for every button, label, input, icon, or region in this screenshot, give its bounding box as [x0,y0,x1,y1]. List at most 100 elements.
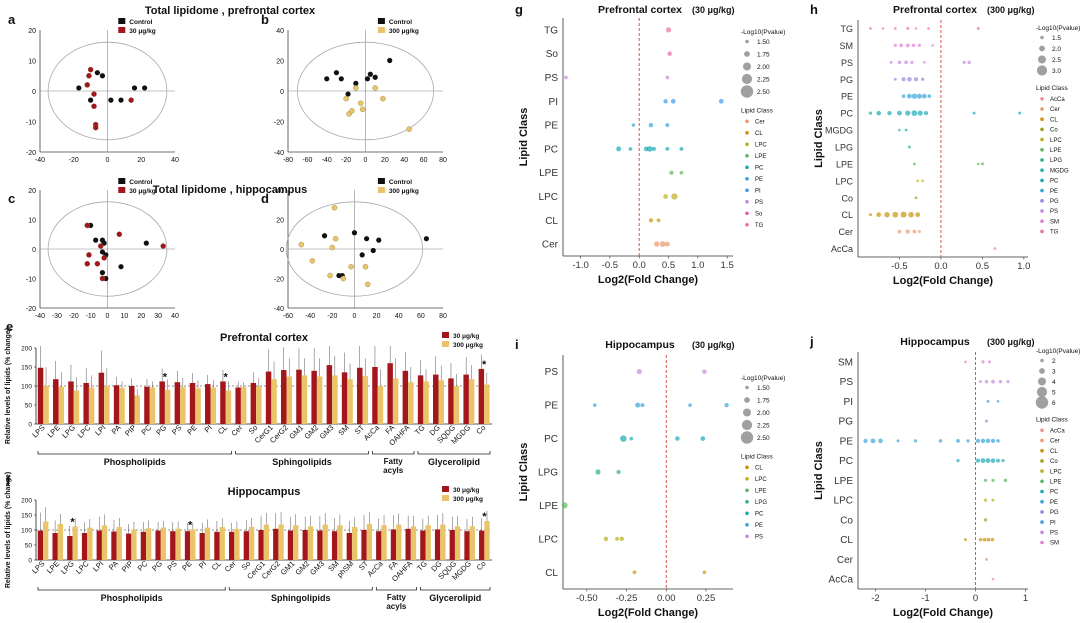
size-legend-label: 2.50 [757,435,770,442]
x-tick-label: -60 [283,313,293,320]
bar-30ugkg [220,381,226,424]
class-tick-label: CL [545,216,558,227]
bar-300ugkg [256,386,262,424]
bar-30ugkg [96,530,102,560]
bubble-point [921,77,925,81]
bubble-point [884,211,890,218]
y-tick-label: -40 [274,306,284,313]
panel-label-i: i [515,337,519,352]
class-legend-dot [745,188,749,193]
size-legend-label: 6 [1052,400,1056,407]
bar-30ugkg [463,374,469,424]
size-legend-label: 1.50 [757,385,770,392]
x-tick-label: 1.5 [721,260,734,271]
bubble-point [982,537,987,542]
bar-30ugkg [387,363,393,424]
bubble-point [964,538,967,542]
pca-point-control [367,71,373,77]
x-tick-label: 0 [106,157,110,164]
y-axis-label: Lipid Class [813,109,825,168]
x-tick-label: 0.0 [633,260,646,271]
size-legend-label: 2.5 [1052,57,1061,64]
bar-30ugkg [205,384,211,424]
y-tick-label: -20 [274,277,284,284]
size-legend-circle [1036,386,1048,398]
bar-300ugkg [116,527,122,560]
bar-300ugkg [366,524,372,560]
x-tick-label: 60 [417,313,425,320]
pca-point-control [338,76,344,82]
bubble-point [620,435,627,442]
bubble-point [993,247,997,250]
legend-swatch [377,27,385,33]
bubble-point [912,229,917,234]
class-tick-label: CL [841,210,853,220]
class-legend-label: SM [1050,219,1059,225]
class-legend-dot [745,465,749,470]
class-legend-dot [745,142,749,147]
y-tick-label: 200 [21,346,32,353]
pca-point-treated [91,103,97,110]
size-legend-title: -Log10(Pvalue) [741,29,785,36]
x-tick-label: -40 [35,157,45,164]
class-legend-dot [1040,127,1044,132]
pca-point-treated [309,258,316,264]
bar-300ugkg [119,387,125,424]
class-tick-label: LPE [834,476,853,487]
size-legend-circle [1040,358,1044,363]
class-legend-dot [1040,520,1044,524]
bubble-point [616,469,621,475]
class-tick-label: PS [841,58,853,68]
category-label: PI [203,423,214,434]
legend-label: Control [389,179,412,186]
class-tick-label: AcCa [831,244,853,254]
class-legend-label: LPC [1050,469,1062,475]
bubble-chart-title: Prefrontal cortex [598,4,682,16]
significance-star: * [70,516,75,528]
x-axis-label: Log2(Fold Change) [598,607,699,619]
x-tick-label: 20 [137,313,145,320]
class-tick-label: Co [840,515,853,526]
pca-point-treated [92,124,99,131]
class-legend-dot [745,211,749,216]
class-tick-label: LPC [539,534,558,545]
bubble-point [985,438,991,444]
bar-300ugkg [408,382,414,424]
class-legend-dot [1040,438,1044,443]
bubble-point [996,458,1000,463]
bubble-point [679,170,684,175]
class-legend-title: Lipid Class [741,454,774,461]
size-legend-circle [740,431,754,444]
x-tick-label: 10 [120,313,128,320]
legend-swatch [118,187,126,193]
bubble-point [907,93,912,99]
class-tick-label: So [546,49,559,60]
bar-300ugkg [425,525,431,560]
bar-30ugkg [68,381,74,424]
class-legend-label: PG [1050,199,1059,205]
pca-group-title: Total lipidome , prefrontal cortex [145,5,316,17]
pca-c-panel: c -40 -30 -20 -10 0 10 20 30 40 -20 -10 0 10 20 Control… [8,178,307,320]
legend-label: Control [129,179,152,186]
class-legend-dot [745,200,749,204]
y-tick-label: 0 [28,558,32,565]
bubble-point [967,60,971,65]
pca-point-control [99,270,106,276]
bar-300ugkg [469,526,475,560]
pca-point-control [321,233,328,239]
panel-label-c: c [8,191,15,206]
bar-30ugkg [37,367,44,424]
bubble-point [983,498,988,502]
class-legend-dot [745,165,749,170]
bubble-point [978,537,983,542]
significance-star: * [224,371,229,383]
y-axis-label: Lipid Class [518,443,530,502]
bubble-point [923,111,929,116]
class-legend-dot [1040,209,1044,213]
bubble-point [905,43,910,48]
class-legend-label: PS [755,535,763,541]
bubble-point [619,536,625,542]
y-tick-label: -10 [26,120,36,127]
x-tick-label: -80 [283,157,293,164]
legend-swatch [442,341,449,347]
